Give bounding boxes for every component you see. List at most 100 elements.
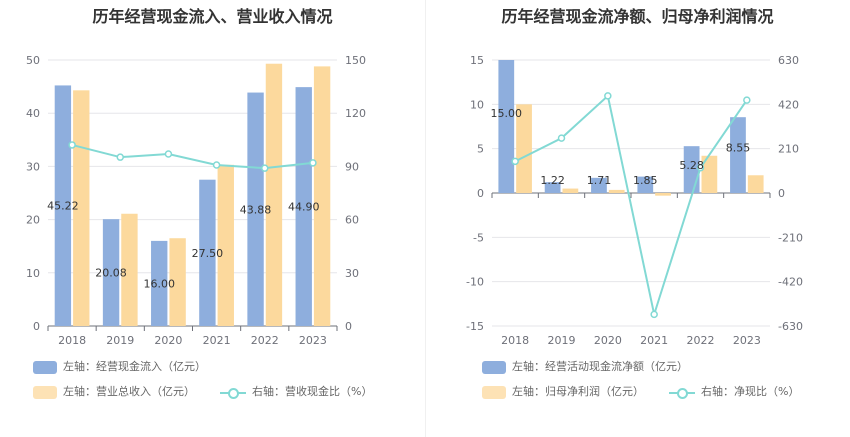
right-legend-item-2[interactable]: 左轴：归母净利润（亿元）: [482, 383, 644, 399]
cash-bar: [498, 60, 515, 193]
right-chart-panel: 历年经营现金流净额、归母净利润情况 -15 -630 -10 -420 -5 -210 0 0…: [425, 0, 850, 437]
ratio-point: [696, 163, 705, 172]
cash-bar-value-label: 44.90: [288, 201, 320, 214]
revenue-bar: [562, 188, 579, 193]
ratio-point: [164, 150, 173, 158]
left-legend-item-3[interactable]: 右轴：营收现金比（%）: [220, 383, 372, 399]
legend-label: 左轴：经营活动现金流净额（亿元）: [512, 360, 688, 373]
ratio-point: [511, 157, 519, 166]
right-chart-title: 历年经营现金流净额、归母净利润情况: [501, 7, 774, 26]
ratio-point: [557, 134, 566, 142]
legend-swatch-blue: [482, 360, 506, 374]
x-axis-category-label: 2019: [106, 334, 134, 347]
left-legend-item-1[interactable]: 左轴：经营现金流入（亿元）: [33, 358, 206, 374]
legend-label: 左轴：营业总收入（亿元）: [63, 385, 195, 398]
cash-bar-value-label: 20.08: [95, 267, 127, 280]
legend-swatch-line: [669, 386, 695, 399]
right-axis-tick-label: 0: [778, 187, 785, 200]
right-axis-tick-label: 30: [345, 267, 359, 280]
cash-bar: [295, 87, 312, 326]
legend-label: 右轴：净现比（%）: [701, 385, 800, 398]
cash-bar: [102, 219, 120, 326]
left-axis-tick-label: 30: [26, 160, 40, 173]
left-axis-tick-label: 15: [470, 54, 484, 67]
cash-bar-value-label: 1.85: [633, 174, 658, 187]
right-axis-tick-label: 630: [778, 54, 799, 67]
x-axis-category-label: 2023: [733, 334, 761, 347]
right-legend-item-3[interactable]: 右轴：净现比（%）: [669, 383, 799, 399]
x-axis-category-label: 2023: [299, 334, 327, 347]
cash-bar: [637, 176, 654, 193]
ratio-point: [743, 96, 751, 104]
left-chart-title: 历年经营现金流入、营业收入情况: [92, 7, 333, 26]
left-chart-plot: 0 0 10 30 20 60 30 90 40 120 50 150 45.22 20.08 16.00 2…: [26, 54, 366, 347]
left-axis-tick-label: -15: [466, 320, 484, 333]
left-axis-tick-label: 5: [477, 143, 484, 156]
ratio-point: [116, 153, 124, 161]
cash-bar-value-label: 16.00: [143, 277, 175, 290]
revenue-bar: [217, 164, 234, 326]
right-axis-tick-label: 420: [778, 98, 799, 111]
cash-bar-value-label: 45.22: [47, 200, 79, 213]
left-chart-panel: 历年经营现金流入、营业收入情况 0 0 10 30 20 60 30 90 40 120 50 150…: [26, 7, 372, 399]
left-axis-tick-label: 20: [26, 214, 40, 227]
x-axis-category-label: 2021: [640, 334, 668, 347]
x-axis-category-label: 2022: [687, 334, 715, 347]
left-axis-tick-label: 40: [26, 107, 40, 120]
revenue-bar: [655, 193, 671, 196]
right-chart-plot: -15 -630 -10 -420 -5 -210 0 0 5 210 10 420 15 630 15.0…: [466, 54, 803, 347]
left-legend-item-2[interactable]: 左轴：营业总收入（亿元）: [33, 383, 195, 399]
right-axis-tick-label: -420: [778, 276, 803, 289]
left-axis-tick-label: 0: [477, 187, 484, 200]
revenue-bar: [313, 66, 331, 326]
cash-bar-value-label: 8.55: [726, 142, 751, 155]
ratio-point: [212, 161, 221, 169]
legend-swatch-yellow: [33, 385, 57, 399]
cash-bar: [730, 117, 746, 193]
cash-bar-value-label: 1.22: [540, 174, 565, 187]
right-axis-tick-label: 150: [345, 54, 366, 67]
cash-bar-value-label: 15.00: [491, 107, 522, 120]
cash-bar-value-label: 5.28: [679, 159, 704, 172]
revenue-bar: [701, 155, 718, 193]
ratio-point: [261, 164, 269, 172]
cash-bar: [247, 92, 264, 326]
cash-bar-value-label: 43.88: [240, 203, 272, 216]
left-axis-tick-label: 0: [33, 320, 40, 333]
legend-label: 右轴：营收现金比（%）: [252, 385, 373, 398]
revenue-bar: [608, 189, 625, 193]
right-axis-tick-label: -210: [778, 231, 803, 244]
cash-bar: [591, 177, 607, 193]
x-axis-category-label: 2018: [58, 334, 86, 347]
revenue-bar: [169, 238, 186, 326]
revenue-bar: [121, 213, 138, 326]
legend-swatch-line: [220, 386, 246, 399]
x-axis-category-label: 2020: [594, 334, 622, 347]
right-axis-tick-label: 120: [345, 107, 366, 120]
cash-bar: [544, 182, 561, 193]
cash-bar: [54, 85, 72, 327]
x-axis-category-label: 2018: [501, 334, 529, 347]
right-axis-tick-label: 90: [345, 160, 359, 173]
left-axis-tick-label: 10: [26, 267, 40, 280]
right-axis-tick-label: 60: [345, 214, 359, 227]
legend-label: 左轴：经营现金流入（亿元）: [63, 360, 206, 373]
left-axis-tick-label: -5: [473, 231, 484, 244]
left-axis-tick-label: -10: [466, 276, 484, 289]
right-axis-tick-label: -630: [778, 320, 803, 333]
legend-label: 左轴：归母净利润（亿元）: [512, 385, 644, 398]
x-axis-category-label: 2021: [203, 334, 231, 347]
cash-bar-value-label: 1.71: [587, 174, 612, 187]
cash-bar-value-label: 27.50: [192, 247, 224, 260]
right-axis-tick-label: 0: [345, 320, 352, 333]
revenue-bar: [265, 63, 283, 326]
legend-swatch-blue: [33, 360, 57, 374]
left-axis-tick-label: 10: [470, 98, 484, 111]
ratio-point: [604, 92, 612, 100]
revenue-bar: [747, 175, 764, 193]
panel-divider: [425, 0, 426, 437]
legend-swatch-yellow: [482, 385, 506, 399]
ratio-point: [650, 310, 658, 319]
ratio-line: [514, 93, 748, 319]
right-legend-item-1[interactable]: 左轴：经营活动现金流净额（亿元）: [482, 358, 688, 374]
